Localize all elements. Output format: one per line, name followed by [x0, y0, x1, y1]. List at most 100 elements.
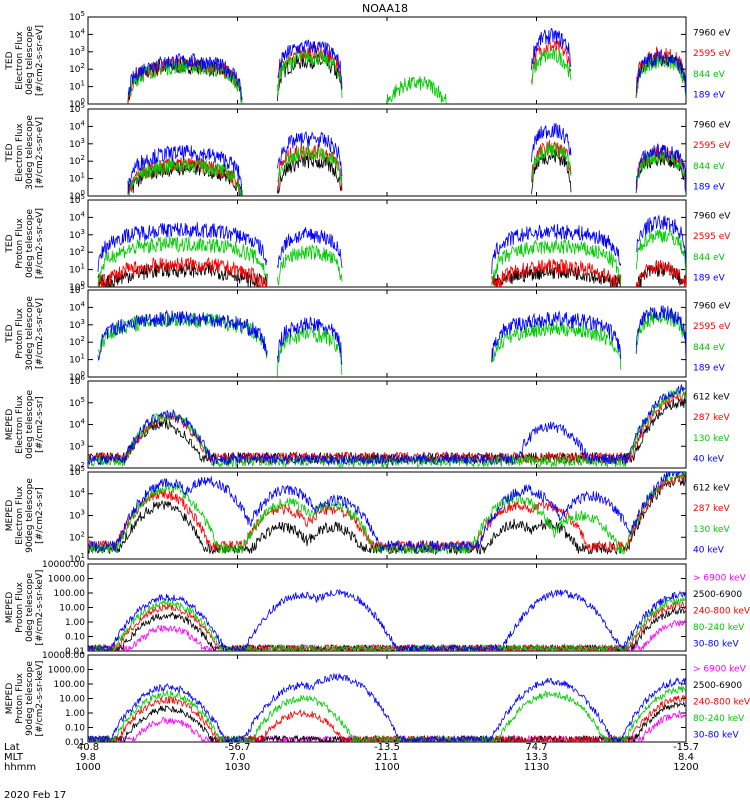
y-tick-label: 1000.00 [48, 666, 85, 676]
y-tick-label: 102 [69, 154, 85, 167]
legend-entry: 2595 eV [693, 49, 731, 59]
y-tick-exponent: 5 [81, 396, 85, 404]
x-tick-label: -13.5 [374, 742, 400, 753]
y-axis-label: 30deg telescope [25, 115, 35, 190]
y-tick-exponent: 4 [81, 210, 86, 218]
y-tick-exponent: 3 [81, 45, 85, 53]
x-tick-label: -56.7 [225, 742, 251, 753]
panel-meped-proton-0deg: 0.01 0.10 1.00 10.00 100.00 1000.00 10000.00 ME… [5, 560, 750, 657]
y-axis-label: TED [5, 51, 15, 70]
y-tick-exponent: 1 [81, 172, 85, 180]
y-tick-exponent: 0 [81, 370, 85, 378]
x-tick-label: -15.7 [673, 742, 699, 753]
series-line-2500-6900 [88, 606, 686, 651]
series-group [97, 305, 686, 377]
y-tick-label: 103 [69, 45, 85, 58]
legend-entry: 189 eV [693, 183, 726, 193]
y-tick-label: 10000.00 [42, 560, 85, 570]
series-line-189-ev [127, 123, 686, 196]
panel-frame [87, 380, 687, 469]
y-axis-label: [#/cm2-s-sr] [35, 396, 45, 453]
y-tick-exponent: 5 [81, 465, 85, 473]
x-tick-label: 1100 [374, 762, 399, 773]
y-tick-exponent: 2 [81, 62, 85, 70]
panel-meped-proton-90deg: 0.01 0.10 1.00 10.00 100.00 1000.00 10000.00 ME… [5, 651, 750, 748]
y-axis-label: Proton Flux [15, 308, 25, 359]
y-tick-label: 104 [69, 119, 85, 132]
series-line-40-kev [88, 472, 686, 553]
y-tick-label: 10.00 [59, 604, 85, 614]
x-tick-label: 74.7 [525, 742, 547, 753]
y-tick-exponent: 0 [81, 280, 85, 288]
y-tick-label: 0.01 [65, 647, 85, 657]
legend-entry: 2595 eV [693, 141, 731, 151]
series-line-130-kev [88, 387, 686, 468]
y-tick-exponent: 2 [81, 154, 85, 162]
legend-entry: 7960 eV [693, 301, 731, 311]
y-tick-exponent: 4 [81, 300, 86, 308]
y-tick-label: 101 [69, 80, 85, 93]
legend-entry: 7960 eV [693, 120, 731, 130]
series-group [97, 214, 686, 287]
y-tick-label: 0.01 [65, 738, 85, 748]
series-group [88, 472, 686, 556]
y-tick-label: 1000.00 [48, 575, 85, 585]
panel-frame [87, 563, 687, 652]
series-line-30-80-kev [88, 672, 686, 742]
y-tick-exponent: 1 [81, 552, 85, 560]
series-line-130-kev [88, 472, 686, 555]
series-line-612-kev [88, 397, 686, 465]
y-tick-label: 103 [69, 439, 85, 452]
y-tick-exponent: 5 [81, 10, 85, 18]
series-line-844-ev [97, 228, 686, 286]
y-tick-exponent: 3 [81, 318, 85, 326]
legend-entry: 189 eV [693, 274, 726, 284]
legend-entry: 844 eV [693, 343, 726, 353]
y-tick-exponent: 3 [81, 439, 85, 447]
legend-entry: 287 keV [693, 413, 730, 423]
y-tick-exponent: 2 [81, 530, 85, 538]
x-tick-label: 1130 [524, 762, 549, 773]
legend-entry: 240-800 keV [693, 607, 750, 617]
y-tick-exponent: 3 [81, 228, 85, 236]
y-axis-label: 0deg telescope [25, 209, 35, 279]
legend-entry: 2595 eV [693, 322, 731, 332]
y-axis-label: Electron Flux [15, 486, 25, 545]
legend-entry: 30-80 keV [693, 731, 739, 741]
series-line-844-ev [97, 309, 686, 377]
y-tick-exponent: 4 [81, 418, 86, 426]
legend-entry: 80-240 keV [693, 623, 745, 633]
x-tick-label: 9.8 [80, 752, 96, 763]
y-tick-exponent: 4 [81, 27, 86, 35]
y-axis-label: 90deg telescope [25, 661, 35, 736]
series-group [127, 123, 686, 196]
y-axis-label: 90deg telescope [25, 478, 35, 553]
y-tick-exponent: 4 [81, 119, 86, 127]
series-line-844-ev [127, 142, 686, 196]
y-tick-label: 102 [69, 530, 85, 543]
y-tick-label: 100.00 [54, 680, 86, 690]
legend-entry: 7960 eV [693, 28, 731, 38]
y-axis-label: Electron Flux [15, 31, 25, 90]
legend-entry: 844 eV [693, 253, 726, 263]
y-axis-label: [#/cm2-s-sr-eV] [35, 25, 45, 96]
y-axis-label: 0deg telescope [25, 573, 35, 643]
x-tick-label: 1000 [75, 762, 100, 773]
y-axis-label: MEPED [5, 683, 15, 715]
series-line-240-800-kev [88, 600, 686, 651]
y-axis-label: Proton Flux [15, 218, 25, 269]
y-tick-exponent: 3 [81, 509, 85, 517]
date-label: 2020 Feb 17 [4, 790, 66, 800]
y-tick-label: 103 [69, 509, 85, 522]
y-axis-label: 30deg telescope [25, 296, 35, 371]
y-tick-exponent: 0 [81, 97, 85, 105]
y-tick-exponent: 5 [81, 283, 85, 291]
y-tick-label: 101 [69, 263, 85, 276]
series-line-2595-ev [97, 256, 686, 287]
y-tick-label: 0.10 [65, 724, 85, 734]
